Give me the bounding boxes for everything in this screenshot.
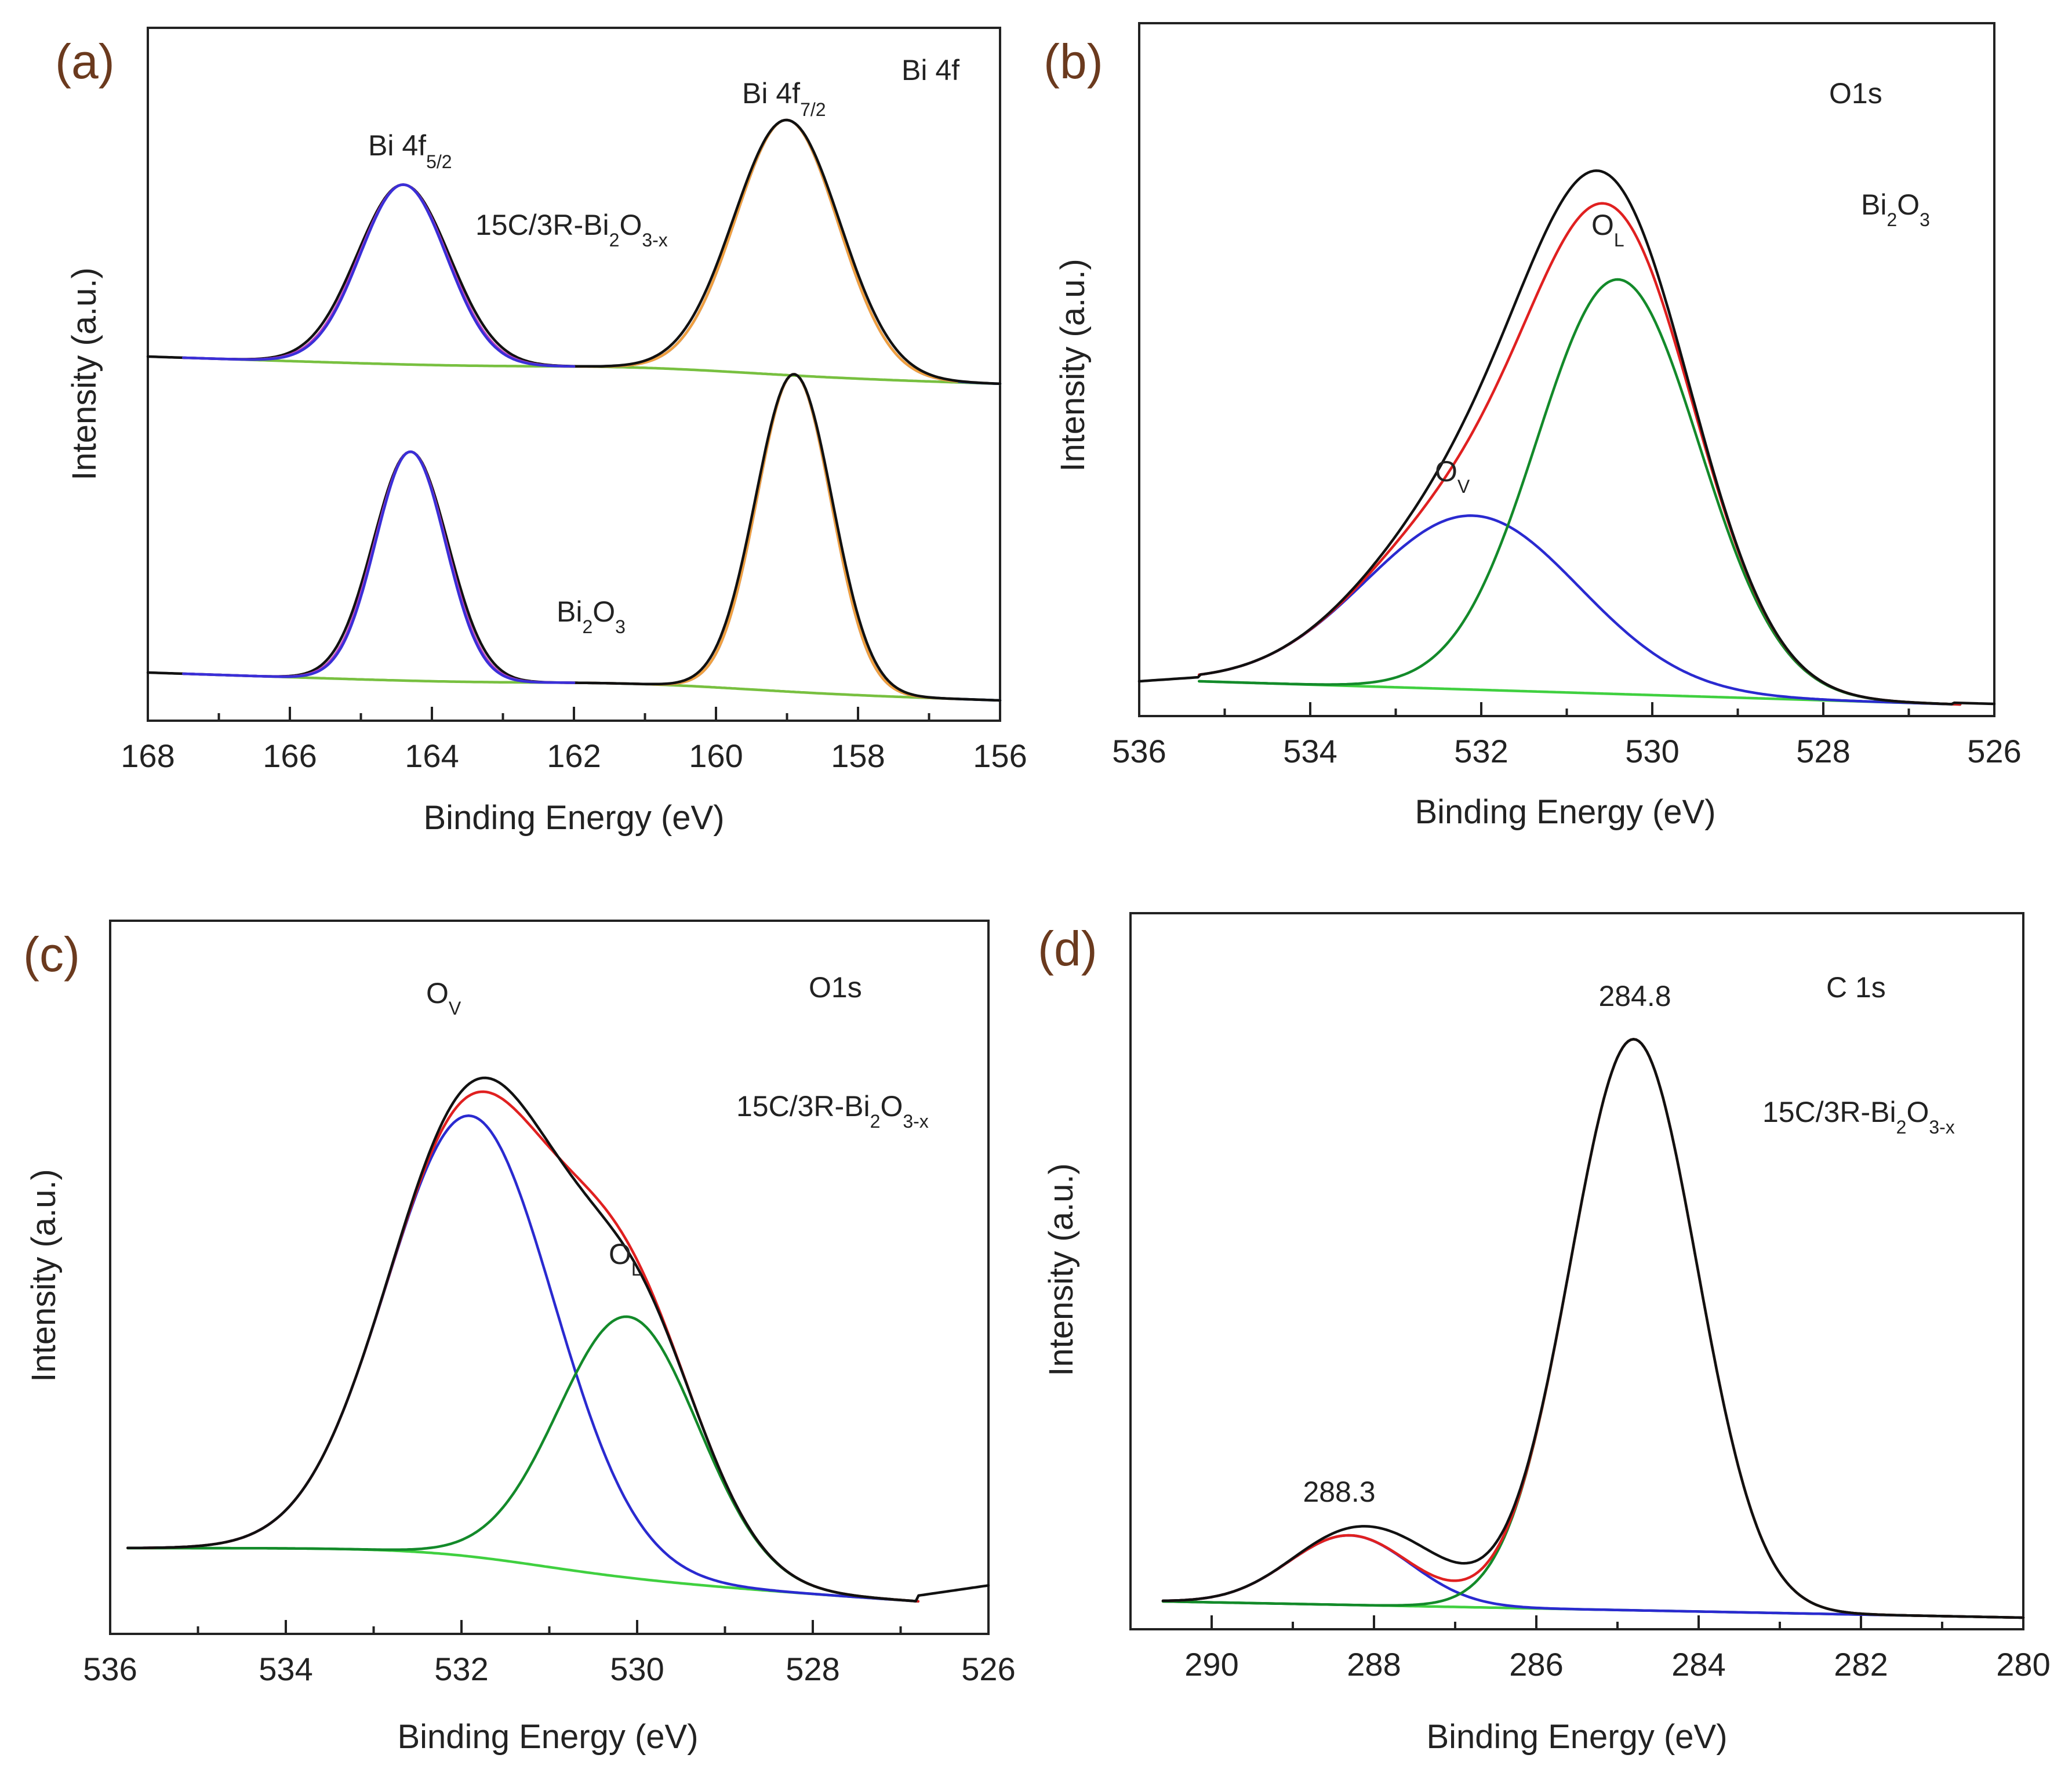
annotation-sample-bottom: Bi2O3 — [557, 595, 626, 637]
panel-c: (c) 536 534 532 530 528 526 Binding Energy (e… — [23, 920, 1016, 1756]
d-x-tick-label-286: 286 — [1509, 1646, 1563, 1683]
b-x-tick-label-534: 534 — [1283, 733, 1337, 769]
d-raw-spectrum — [1161, 1038, 2025, 1619]
panel-a: (a) 168 166 164 162 160 158 156 Binding Energy… — [55, 27, 1027, 837]
panel-d-x-label: Binding Energy (eV) — [1426, 1718, 1727, 1756]
c-x-tick-label-526: 526 — [961, 1651, 1015, 1687]
a-x-tick-label-158: 158 — [831, 738, 885, 774]
panel-c-sample-label: 15C/3R-Bi2O3-x — [736, 1090, 929, 1132]
panel-d-label: (d) — [1038, 921, 1097, 976]
panel-b-spectra — [1137, 169, 1996, 706]
panel-d: (d) 290 288 286 284 282 280 Binding Energy (e… — [1038, 912, 2051, 1756]
panel-b: (b) 536 534 532 530 528 526 Binding Energy (e… — [1044, 22, 2022, 831]
a-bottom-fit-4f52 — [182, 450, 576, 684]
a-top-fit-4f72 — [558, 118, 959, 383]
panel-d-plot-frame — [1129, 912, 2024, 1630]
annotation-bi-4f52: Bi 4f5/2 — [368, 129, 452, 172]
a-x-tick-label-160: 160 — [689, 738, 743, 774]
b-component-0 — [1198, 514, 1962, 706]
c-x-tick-label-530: 530 — [610, 1651, 664, 1687]
b-x-tick-label-528: 528 — [1796, 733, 1850, 769]
panel-c-plot-frame — [109, 920, 990, 1635]
a-x-tick-label-156: 156 — [973, 738, 1027, 774]
panel-d-peak-label-288-3: 288.3 — [1303, 1476, 1375, 1508]
panel-c-label: (c) — [23, 927, 80, 982]
panel-b-ov-label: OV — [1435, 455, 1470, 497]
panel-a-y-label: Intensity (a.u.) — [66, 267, 103, 480]
panel-c-spectra — [126, 1076, 990, 1603]
c-x-tick-label-534: 534 — [259, 1651, 312, 1687]
a-x-tick-label-166: 166 — [263, 738, 317, 774]
a-bottom-envelope-4f52 — [182, 450, 576, 684]
a-top-baseline-blue — [572, 118, 1002, 386]
panel-d-x-axis: 290 288 286 284 282 280 — [1129, 1615, 2051, 1683]
panel-a-x-axis: 168 166 164 162 160 158 156 — [121, 707, 1027, 774]
panel-b-ol-label: OL — [1591, 209, 1624, 250]
panel-b-sample-label: Bi2O3 — [1861, 188, 1930, 230]
c-raw-spectrum — [126, 1076, 990, 1603]
panel-b-y-label: Intensity (a.u.) — [1054, 259, 1092, 471]
panel-b-x-label: Binding Energy (eV) — [1415, 793, 1715, 831]
panel-c-ol-label: OL — [609, 1238, 642, 1280]
a-bottom-background — [182, 672, 1002, 702]
d-x-tick-label-290: 290 — [1184, 1646, 1238, 1683]
c-x-tick-label-532: 532 — [434, 1651, 488, 1687]
a-bottom-fit-4f72 — [558, 373, 959, 700]
panel-c-title: O1s — [809, 971, 862, 1004]
d-component-0 — [1161, 1534, 2025, 1619]
c-fit-envelope — [126, 1090, 920, 1603]
panel-b-label: (b) — [1044, 34, 1103, 89]
a-x-tick-label-162: 162 — [547, 738, 601, 774]
annotation-sample-top: 15C/3R-Bi2O3-x — [475, 209, 668, 250]
b-x-tick-label-532: 532 — [1454, 733, 1508, 769]
b-raw-spectrum — [1137, 169, 1996, 706]
panel-d-spectra — [1161, 1038, 2025, 1619]
b-component-1 — [1198, 278, 1962, 706]
c-component-0 — [126, 1114, 920, 1603]
a-x-tick-label-168: 168 — [121, 738, 175, 774]
panel-c-ov-label: OV — [426, 977, 461, 1019]
panel-a-spectra — [146, 118, 1002, 702]
panel-b-plot-frame — [1138, 22, 1995, 717]
d-x-tick-label-280: 280 — [1996, 1646, 2050, 1683]
c-x-tick-label-536: 536 — [83, 1651, 137, 1687]
annotation-bi-4f72: Bi 4f7/2 — [742, 77, 826, 120]
c-x-tick-label-528: 528 — [786, 1651, 839, 1687]
a-top-background — [182, 356, 1002, 386]
b-x-tick-label-530: 530 — [1625, 733, 1679, 769]
b-fit-envelope — [1198, 202, 1962, 706]
d-x-tick-label-288: 288 — [1347, 1646, 1401, 1683]
b-x-tick-label-526: 526 — [1967, 733, 2021, 769]
a-top-fit-4f52 — [182, 183, 576, 368]
c-component-1 — [126, 1315, 920, 1603]
panel-c-x-label: Binding Energy (eV) — [397, 1718, 698, 1756]
panel-c-x-axis: 536 534 532 530 528 526 — [83, 1620, 1016, 1687]
b-x-tick-label-536: 536 — [1112, 733, 1166, 769]
a-x-tick-label-164: 164 — [405, 738, 459, 774]
panel-d-title: C 1s — [1826, 971, 1886, 1004]
d-x-tick-label-284: 284 — [1671, 1646, 1725, 1683]
panel-d-sample-label: 15C/3R-Bi2O3-x — [1762, 1096, 1955, 1138]
panel-b-x-axis: 536 534 532 530 528 526 — [1112, 702, 2022, 769]
a-bottom-baseline-blue — [572, 373, 1002, 702]
panel-d-y-label: Intensity (a.u.) — [1042, 1163, 1080, 1376]
a-top-raw-spectrum — [146, 118, 1002, 386]
panel-b-title: O1s — [1829, 77, 1882, 110]
panel-c-y-label: Intensity (a.u.) — [25, 1169, 63, 1382]
panel-a-title: Bi 4f — [901, 54, 959, 86]
a-bottom-raw-spectrum — [146, 373, 1002, 702]
panel-a-label: (a) — [55, 34, 115, 89]
d-x-tick-label-282: 282 — [1834, 1646, 1888, 1683]
panel-a-x-label: Binding Energy (eV) — [423, 799, 724, 837]
panel-d-peak-label-284-8: 284.8 — [1598, 980, 1671, 1012]
